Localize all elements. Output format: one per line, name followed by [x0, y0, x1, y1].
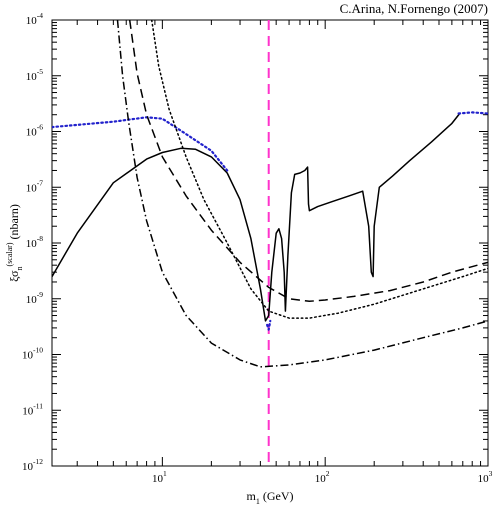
x-tick-label: 103	[478, 469, 493, 485]
tick-labels: 10-12 10-11 10-10 10-9 10-8 10-7 10-6 10-5 10-4 1…	[22, 11, 493, 485]
y-tick-label: 10-4	[26, 11, 43, 27]
series-dashed-line-4	[128, 20, 488, 303]
y-tick-label: 10-12	[22, 457, 43, 473]
series-dotted-line-2	[266, 319, 272, 331]
x-tick-label: 102	[315, 469, 330, 485]
series-solid-line-0	[52, 113, 461, 322]
y-tick-label: 10-8	[26, 234, 43, 250]
y-tick-label: 10-5	[26, 67, 43, 83]
series-dotted-line-3	[457, 111, 488, 115]
y-tick-label: 10-11	[22, 401, 43, 417]
x-axis-title: m1 (GeV)	[247, 489, 294, 506]
series-dotted-line-5	[150, 20, 488, 319]
series-dashdot-line-6	[116, 20, 488, 368]
plot-frame	[51, 19, 489, 467]
axis-titles: m1 (GeV) ξσn(scalar) (nbarn)	[5, 204, 294, 506]
y-tick-label: 10-6	[26, 123, 43, 139]
y-axis-title: ξσn(scalar) (nbarn)	[5, 204, 24, 282]
series-dotted-line-1	[52, 116, 229, 172]
y-tick-label: 10-7	[26, 178, 43, 194]
curves	[52, 20, 488, 466]
axis-ticks	[52, 19, 489, 467]
x-tick-label: 101	[152, 469, 167, 485]
credit-text: C.Arina, N.Fornengo (2007)	[340, 1, 488, 16]
y-tick-label: 10-9	[26, 290, 43, 306]
y-tick-label: 10-10	[22, 346, 43, 362]
